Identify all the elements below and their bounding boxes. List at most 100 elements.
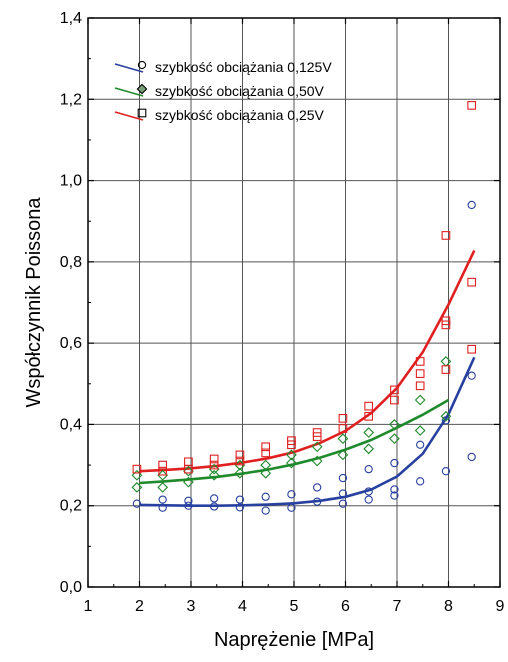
data-point: [440, 410, 452, 422]
data-point: [158, 503, 167, 512]
data-point: [157, 482, 169, 493]
data-point: [441, 467, 451, 476]
y-tick-label: 1,4: [60, 10, 82, 27]
data-point: [390, 395, 399, 405]
legend: szybkość obciążania 0,125V szybkość obcią…: [114, 59, 332, 123]
x-tick-label: 5: [290, 598, 299, 615]
data-point: [208, 463, 220, 475]
data-point: [158, 460, 168, 470]
data-point: [338, 424, 348, 433]
y-tick-label: 1,0: [60, 173, 82, 190]
data-point: [338, 473, 348, 483]
data-point: [287, 436, 296, 446]
axis-ticks: 1 2 3 4 5 6 7 8 9 0,0 0,2 0,4 0,6 0,8 1,0 1,2 1,4: [60, 10, 505, 615]
data-point: [209, 460, 219, 470]
data-point: [364, 464, 373, 474]
x-tick-label: 7: [393, 598, 402, 615]
data-point: [467, 101, 477, 110]
data-point: [441, 316, 451, 326]
x-axis-label: Naprężenie [MPa]: [214, 629, 374, 651]
legend-marker: [136, 83, 148, 95]
x-tick-label: 3: [187, 598, 196, 615]
data-point: [467, 344, 477, 354]
data-point: [313, 483, 322, 492]
x-tick-label: 6: [341, 598, 350, 615]
data-point: [210, 502, 219, 511]
data-point: [235, 450, 245, 460]
legend-marker: [137, 60, 147, 70]
data-point: [286, 457, 297, 469]
data-point: [184, 496, 193, 505]
x-tick-label: 1: [84, 598, 93, 615]
y-tick-label: 0,8: [60, 254, 82, 271]
data-point: [467, 277, 477, 287]
data-point: [338, 499, 348, 508]
data-point: [312, 428, 322, 437]
data-point: [235, 456, 245, 466]
data-point: [415, 369, 425, 378]
legend-label: szybkość obciążania 0,125V: [155, 59, 332, 75]
data-point: [441, 365, 451, 374]
grid: [88, 18, 500, 587]
x-tick-label: 8: [444, 598, 453, 615]
data-point: [390, 491, 399, 500]
data-point: [132, 499, 142, 508]
data-point: [390, 485, 399, 494]
data-point: [440, 356, 452, 367]
legend-line: [114, 111, 144, 121]
data-point: [260, 459, 272, 471]
data-point: [363, 443, 375, 455]
data-point: [364, 411, 374, 421]
data-point: [261, 492, 270, 501]
data-point: [415, 357, 425, 366]
y-axis-label: Współczynnik Poissona: [23, 197, 45, 408]
data-point: [209, 454, 219, 464]
data-point: [467, 452, 476, 462]
data-point: [311, 441, 323, 453]
legend-label: szybkość obciążania 0,50V: [155, 83, 325, 99]
data-point: [415, 381, 425, 391]
y-tick-label: 0,0: [60, 579, 82, 596]
data-point: [234, 467, 246, 479]
data-point: [389, 433, 400, 445]
data-point: [157, 469, 169, 481]
fit-curve: [139, 356, 476, 507]
data-point: [132, 464, 142, 474]
y-tick-label: 0,4: [60, 416, 82, 433]
data-point: [287, 503, 296, 512]
data-point: [208, 469, 220, 481]
legend-line: [114, 63, 144, 73]
data-point: [131, 469, 143, 481]
data-point: [261, 506, 270, 515]
legend-line: [114, 87, 144, 97]
data-point: [338, 489, 348, 498]
data-point: [467, 200, 476, 210]
legend-label: szybkość obciążania 0,25V: [155, 107, 325, 123]
data-point: [131, 482, 143, 493]
data-point: [260, 467, 272, 479]
data-point: [261, 442, 271, 452]
data-point: [337, 433, 349, 445]
data-point: [364, 401, 374, 411]
data-point: [184, 501, 193, 510]
y-tick-label: 0,6: [60, 335, 82, 352]
data-point: [287, 490, 296, 499]
data-point: [441, 416, 451, 425]
data-points: [131, 101, 477, 515]
data-point: [390, 385, 399, 395]
data-point: [416, 477, 425, 486]
data-point: [158, 466, 168, 476]
data-point: [364, 495, 373, 504]
data-point: [389, 419, 400, 430]
x-tick-label: 9: [496, 598, 505, 615]
data-point: [286, 449, 297, 461]
y-tick-label: 0,2: [60, 498, 82, 515]
data-point: [390, 458, 399, 468]
x-tick-label: 4: [238, 598, 247, 615]
data-point: [184, 457, 193, 467]
data-point: [235, 495, 245, 504]
data-point: [210, 494, 219, 503]
data-point: [414, 394, 426, 406]
data-point: [467, 371, 476, 380]
